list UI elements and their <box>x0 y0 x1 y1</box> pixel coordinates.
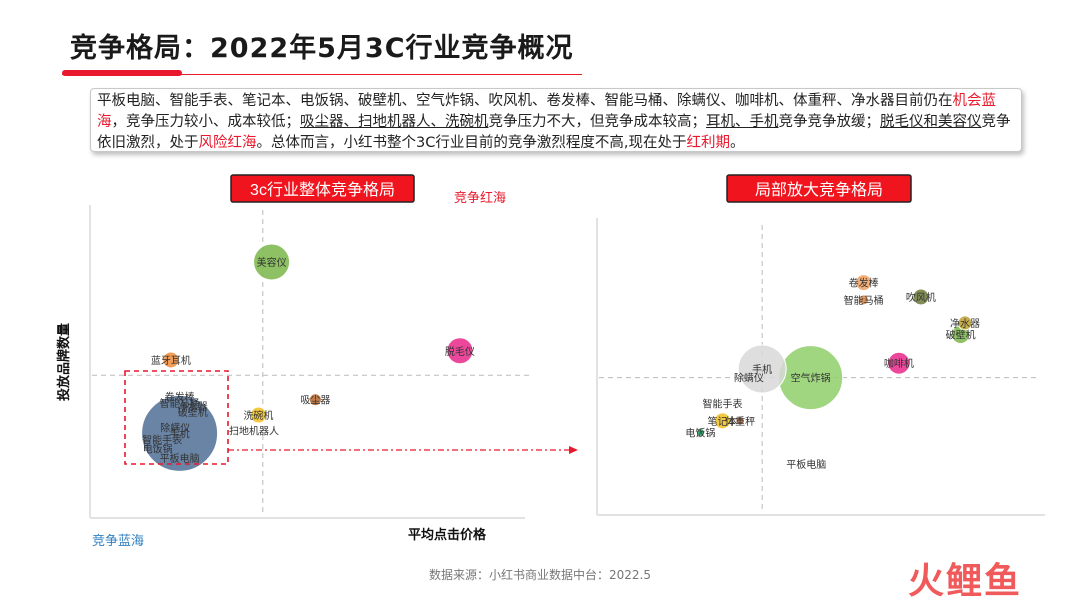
left-chart-title: 3c行业整体竞争格局 <box>250 181 395 199</box>
right-bubble-label: 体重秤 <box>725 415 755 428</box>
left-bubble-label: 蓝牙耳机 <box>151 354 191 367</box>
right-bubble-label: 吹风机 <box>906 291 936 304</box>
right-bubble-label: 咖啡机 <box>884 357 914 370</box>
right-bubble-label: 破壁机 <box>946 328 976 341</box>
right-bubble-label: 净水器 <box>950 317 980 330</box>
right-bubble-label: 智能手表 <box>702 398 742 411</box>
left-bubble-label: 美容仪 <box>257 256 287 269</box>
left-x-axis-label: 平均点击价格 <box>408 527 487 543</box>
right-bubble-label: 空气炸锅 <box>791 372 831 385</box>
right-bubble-label: 智能马桶 <box>844 294 884 307</box>
right-chart-title: 局部放大竞争格局 <box>755 180 883 199</box>
right-bubble-label: 电饭锅 <box>685 426 715 439</box>
left-bubble-label: 平板电脑 <box>160 452 200 465</box>
left-y-axis-label: 投放品牌数量 <box>56 323 72 401</box>
left-bubble-label: 脱毛仪 <box>445 345 475 358</box>
zone-label-red-ocean: 竞争红海 <box>454 190 506 206</box>
zone-label-blue-ocean: 竞争蓝海 <box>92 533 144 549</box>
right-bubble-label: 除螨仪 <box>734 372 764 385</box>
zoom-arrow-head <box>569 446 578 454</box>
left-bubble-label: 洗碗机 <box>243 409 273 422</box>
left-bubble-label: 除螨仪 <box>160 421 190 434</box>
right-bubble-label: 卷发棒 <box>849 277 879 290</box>
left-bubble-label: 净水器 <box>178 400 208 413</box>
left-bubble-label: 吸尘器 <box>300 395 330 407</box>
brand-logo: 火鲤鱼 <box>908 552 1022 604</box>
left-bubble-label: 扫地机器人 <box>229 424 279 437</box>
right-bubble-label: 平板电脑 <box>786 458 826 471</box>
left-chart: 美容仪脱毛仪蓝牙耳机吸尘器洗碗机扫地机器人手机卷发棒智能马桶破壁机净水器除螨仪智… <box>56 175 578 549</box>
